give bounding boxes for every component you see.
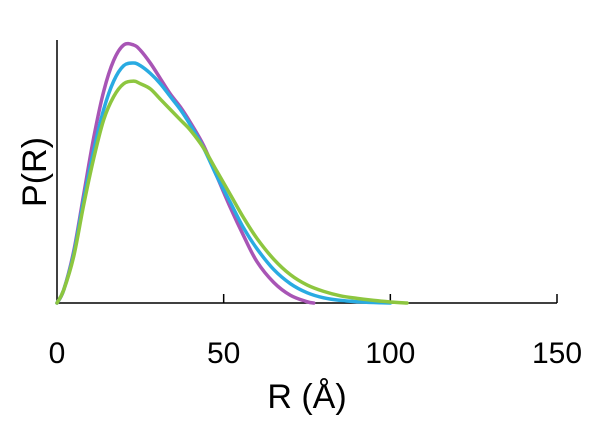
x-axis-label: R (Å) (267, 378, 346, 416)
series-line-1 (55, 41, 316, 305)
x-tick-label-100: 100 (365, 337, 415, 370)
x-tick-label-0: 0 (49, 337, 66, 370)
y-axis-label: P(R) (16, 137, 54, 207)
series-line-3 (55, 79, 409, 305)
series-line-2 (55, 61, 393, 305)
x-tick-labels: 0 50 100 150 (49, 337, 582, 370)
series-group (55, 41, 409, 305)
x-tick-label-150: 150 (532, 337, 582, 370)
x-tick-label-50: 50 (207, 337, 240, 370)
